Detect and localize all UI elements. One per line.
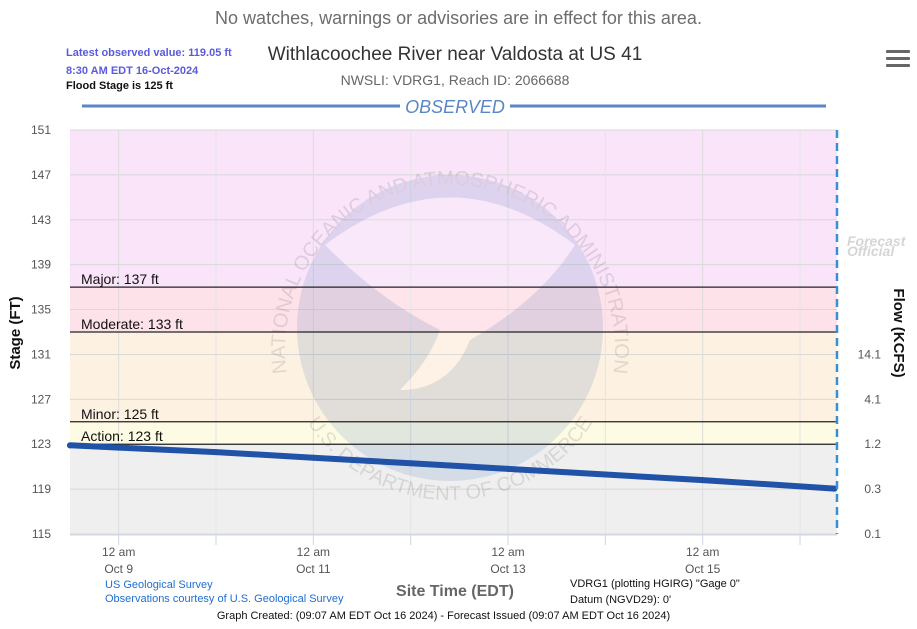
threshold-lines: Major: 137 ft Moderate: 133 ft Minor: 125 …	[70, 271, 837, 445]
source-link-usgs[interactable]: US Geological Survey	[105, 579, 213, 591]
threshold-label-action: Action: 123 ft	[81, 428, 163, 444]
graph-created-info: Graph Created: (09:07 AM EDT Oct 16 2024…	[216, 610, 671, 622]
y-right-tick-label: 14.1	[858, 347, 882, 361]
x-tick-label-time: 12 am	[297, 545, 330, 559]
observed-header: OBSERVED	[82, 97, 826, 117]
chart-title: Withlacoochee River near Valdosta at US …	[267, 44, 643, 65]
observed-point	[67, 442, 73, 449]
y-tick-label: 123	[31, 437, 51, 451]
latest-time: 8:30 AM EDT 16-Oct-2024	[66, 65, 199, 77]
observed-point	[602, 471, 609, 478]
x-tick-label-date: Oct 11	[296, 562, 331, 576]
y-tick-label: 127	[31, 392, 51, 406]
threshold-label-minor: Minor: 125 ft	[81, 406, 159, 422]
y-tick-label: 119	[32, 482, 51, 496]
datum-line-1: VDRG1 (plotting HGIRG) "Gage 0"	[570, 578, 740, 590]
x-tick-label-date: Oct 13	[490, 562, 526, 576]
noaa-logo-text: NOAA	[374, 227, 521, 283]
flood-category-bands	[70, 130, 837, 534]
forecast-stamp-line1: Forecast	[847, 233, 907, 249]
observed-series	[67, 442, 838, 492]
forecast-official-stamp: Forecast Official	[847, 233, 907, 259]
datum-info: VDRG1 (plotting HGIRG) "Gage 0" Datum (N…	[570, 576, 740, 608]
hamburger-menu-icon[interactable]	[886, 50, 910, 70]
y-tick-label: 135	[31, 303, 51, 317]
observed-point	[310, 454, 317, 461]
threshold-label-major: Major: 137 ft	[81, 271, 159, 287]
y-axis-right-label: Flow (KCFS)	[890, 288, 907, 377]
y-right-tick-label: 0.3	[864, 482, 881, 496]
y-tick-label: 147	[31, 168, 51, 182]
observed-label: OBSERVED	[405, 97, 505, 117]
flood-stage: Flood Stage is 125 ft	[66, 80, 173, 92]
grid-lines	[70, 129, 837, 535]
y-tick-label: 115	[32, 527, 51, 541]
x-tick-label-date: Oct 9	[104, 562, 133, 576]
chart-subtitle: NWSLI: VDRG1, Reach ID: 2066688	[340, 72, 570, 88]
x-axis-label: Site Time (EDT)	[396, 583, 514, 600]
latest-value: Latest observed value: 119.05 ft	[66, 47, 232, 59]
datum-line-2: Datum (NGVD29): 0'	[570, 594, 672, 606]
threshold-label-moderate: Moderate: 133 ft	[81, 316, 183, 332]
observed-point	[505, 465, 512, 472]
source-link-observations[interactable]: Observations courtesy of U.S. Geological…	[105, 593, 344, 605]
y-right-tick-label: 0.1	[864, 527, 881, 541]
x-tick-label-date: Oct 15	[685, 562, 721, 576]
band-above-major	[70, 130, 837, 288]
y-right-tick-label: 4.1	[864, 392, 881, 406]
latest-observation: Latest observed value: 119.05 ft 8:30 AM…	[66, 44, 232, 80]
x-tick-label-time: 12 am	[686, 545, 719, 559]
observed-point	[115, 444, 122, 451]
notice-banner: No watches, warnings or advisories are i…	[215, 8, 702, 28]
band-moderate	[70, 332, 837, 422]
x-tick-label-time: 12 am	[491, 545, 524, 559]
forecast-stamp-line2: Official	[847, 243, 895, 259]
observed-point	[407, 460, 414, 467]
observed-point	[699, 477, 706, 484]
observed-point	[213, 449, 220, 456]
source-credits: US Geological Survey Observations courte…	[105, 578, 343, 606]
x-tick-label-time: 12 am	[102, 545, 135, 559]
y-axis-left-label: Stage (FT)	[7, 296, 24, 369]
y-tick-label: 139	[31, 258, 51, 272]
y-right-tick-label: 1.2	[864, 437, 881, 451]
y-tick-label: 143	[31, 213, 51, 227]
axes: 115 119 123 127 131 135 139 143 147 151 14.1 4.1 1.2…	[31, 123, 881, 576]
y-tick-label: 131	[31, 347, 51, 361]
band-minor	[70, 421, 837, 445]
y-tick-label: 151	[31, 123, 51, 137]
